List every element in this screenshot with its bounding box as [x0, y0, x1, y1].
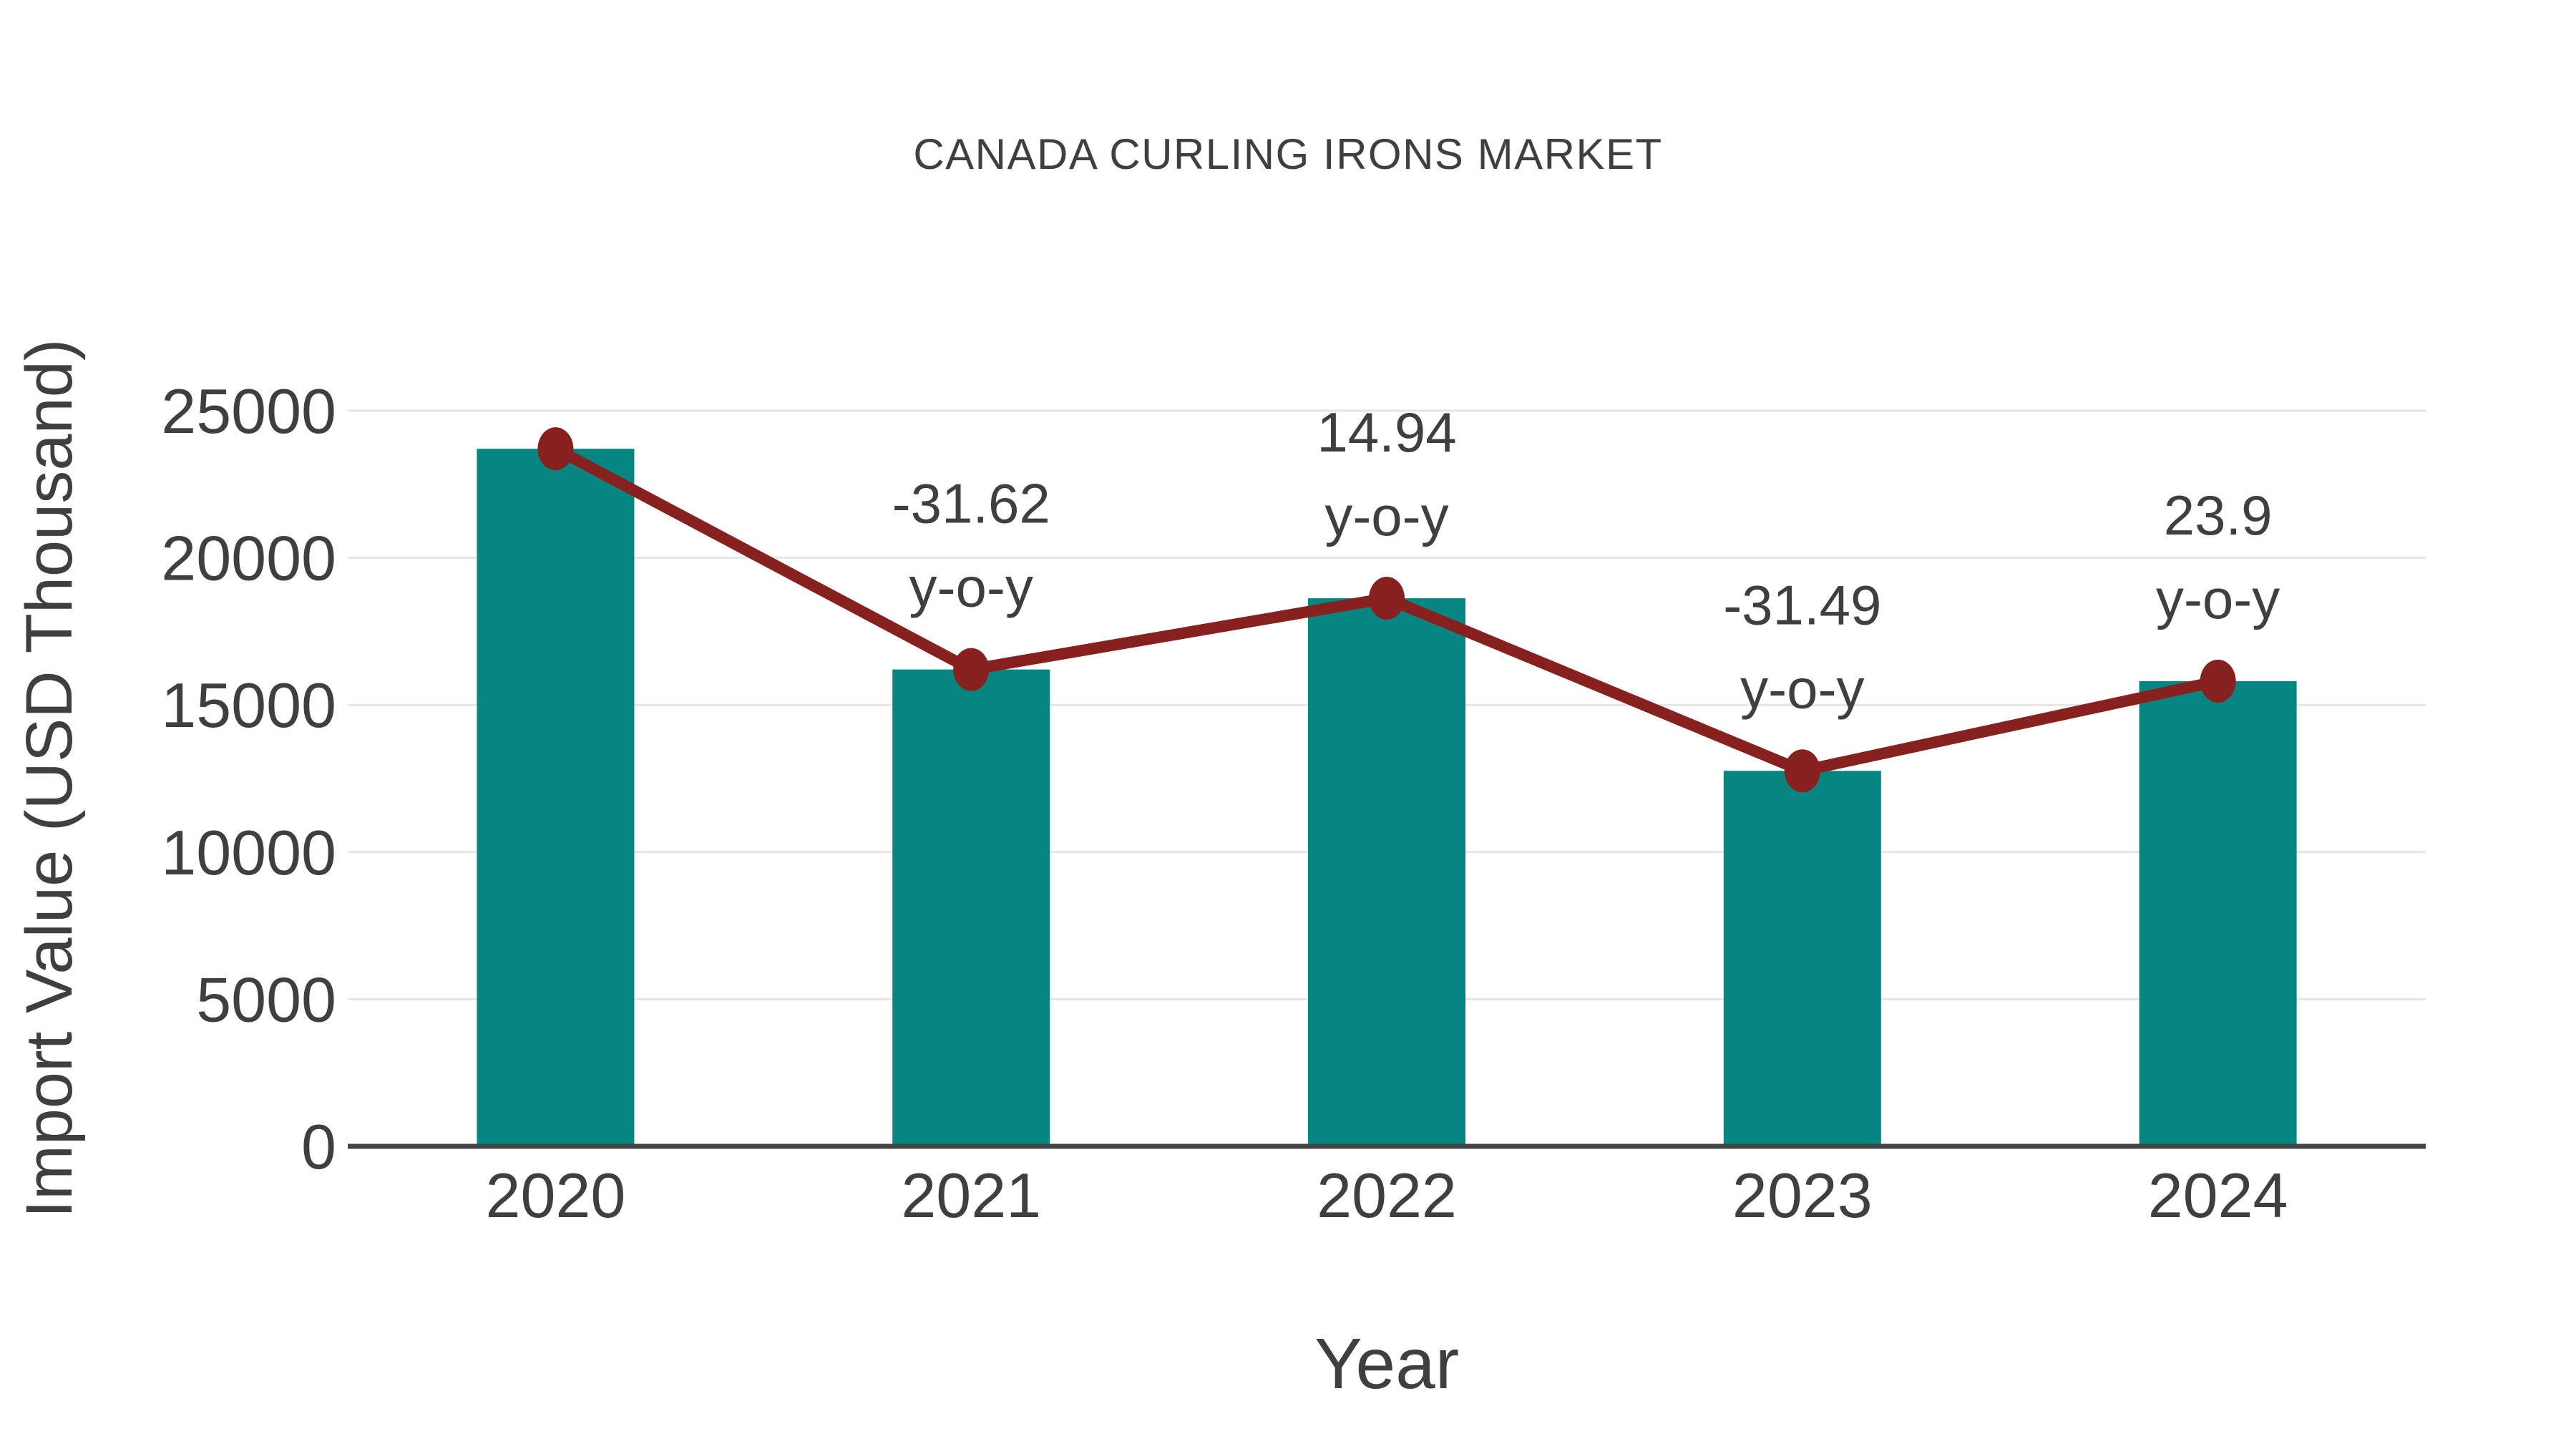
line-marker-2023 [1784, 749, 1820, 793]
yoy-data-labels: -31.62 y-o-y 14.94 y-o-y -31.49 y-o-y 23.9 y-o-… [892, 401, 2280, 720]
y-axis-title: Import Value (USD Thousand) [13, 339, 86, 1219]
bar-2024 [2139, 680, 2297, 1146]
yoy-suffix-label-2023: y-o-y [1740, 657, 1864, 720]
yoy-suffix-label-2024: y-o-y [2156, 567, 2280, 630]
x-tick-label-2023: 2023 [1732, 1160, 1873, 1231]
yoy-suffix-label-2021: y-o-y [909, 556, 1033, 619]
bar-series [477, 449, 2297, 1146]
yoy-suffix-label-2022: y-o-y [1324, 484, 1448, 547]
line-marker-2020 [537, 427, 574, 471]
line-marker-2024 [2200, 659, 2236, 703]
chart-title: CANADA CURLING IRONS MARKET [913, 130, 1662, 178]
line-marker-2021 [953, 648, 990, 691]
yoy-value-label-2024: 23.9 [2164, 484, 2273, 547]
yoy-value-label-2023: -31.49 [1723, 573, 1881, 636]
yoy-value-label-2022: 14.94 [1317, 401, 1456, 464]
yoy-value-label-2021: -31.62 [892, 472, 1050, 535]
y-tick-label: 10000 [161, 817, 336, 888]
x-tick-label-2024: 2024 [2148, 1160, 2288, 1231]
x-tick-label-2020: 2020 [486, 1160, 626, 1231]
bar-2021 [892, 669, 1050, 1146]
y-tick-label: 0 [301, 1111, 336, 1182]
x-tick-label-2022: 2022 [1317, 1160, 1457, 1231]
y-tick-label: 25000 [161, 376, 336, 447]
y-tick-label: 5000 [196, 964, 336, 1035]
bar-2020 [477, 449, 635, 1146]
y-tick-label: 15000 [161, 670, 336, 741]
x-axis-title: Year [1314, 1324, 1459, 1404]
x-tick-label-2021: 2021 [901, 1160, 1041, 1231]
y-axis-tick-labels: 0 5000 10000 15000 20000 25000 [161, 376, 336, 1182]
line-marker-2022 [1369, 577, 1405, 620]
y-tick-label: 20000 [161, 523, 336, 594]
bar-2023 [1723, 771, 1881, 1146]
bar-2022 [1308, 598, 1465, 1146]
line-series [537, 427, 2236, 793]
x-axis-tick-labels: 2020 2021 2022 2023 2024 [486, 1160, 2288, 1231]
